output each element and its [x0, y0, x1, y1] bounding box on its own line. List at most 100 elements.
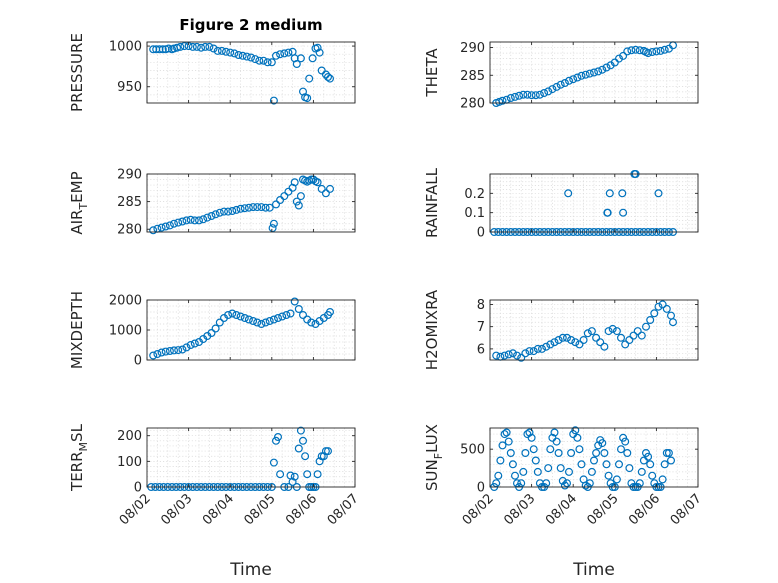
data-point — [240, 314, 249, 323]
data-point — [299, 311, 308, 320]
data-point — [294, 444, 303, 453]
data-point — [571, 426, 580, 435]
data-point — [247, 53, 256, 62]
x-axis-label-left: Time — [229, 560, 272, 580]
y-axis-label-part: TERR — [68, 451, 86, 492]
data-point — [174, 218, 183, 227]
data-point — [174, 346, 183, 355]
data-point — [326, 184, 335, 193]
data-point — [535, 90, 544, 99]
data-point — [548, 85, 557, 94]
data-point — [182, 343, 191, 352]
data-point — [594, 67, 603, 76]
data-point — [186, 341, 195, 350]
data-point — [660, 45, 669, 54]
data-point — [494, 471, 503, 480]
data-point — [521, 449, 530, 458]
data-point — [232, 205, 241, 214]
y-tick-label: 290 — [460, 41, 485, 56]
axes-box — [489, 173, 699, 233]
data-point — [315, 48, 324, 57]
data-point — [556, 80, 565, 89]
y-tick-label: 950 — [117, 80, 142, 95]
data-point — [552, 437, 561, 446]
y-tick-label: 7 — [477, 320, 485, 335]
data-point — [242, 52, 251, 61]
data-point — [616, 445, 625, 454]
data-point — [158, 45, 167, 54]
data-point — [269, 219, 278, 228]
data-point — [496, 456, 505, 465]
data-point — [587, 327, 596, 336]
data-point — [321, 189, 330, 198]
data-point — [564, 467, 573, 476]
data-point — [616, 333, 625, 342]
data-point — [255, 56, 264, 65]
data-point — [326, 74, 335, 83]
data-point — [556, 464, 565, 473]
data-point — [267, 58, 276, 67]
data-point — [512, 351, 521, 360]
data-point — [286, 309, 295, 318]
data-point — [261, 203, 270, 212]
data-point — [589, 456, 598, 465]
data-point — [619, 51, 628, 60]
data-point — [625, 336, 634, 345]
data-point — [504, 437, 513, 446]
data-point — [164, 44, 173, 53]
axes-box — [489, 299, 699, 361]
data-point — [602, 63, 611, 72]
data-point — [648, 471, 657, 480]
data-point — [261, 318, 270, 327]
data-point — [618, 189, 627, 198]
data-point — [315, 457, 324, 466]
data-point — [600, 342, 609, 351]
y-tick-label: 1000 — [109, 40, 142, 55]
data-point — [564, 189, 573, 198]
data-point — [299, 436, 308, 445]
subplot-row2-left: 280 285 290 AIRTEMP — [68, 168, 356, 238]
data-point — [224, 311, 233, 320]
data-point — [664, 449, 673, 458]
data-point — [533, 344, 542, 353]
y-axis-label: TERRMSL — [68, 423, 90, 492]
data-point — [619, 208, 628, 217]
data-point — [633, 327, 642, 336]
data-point — [641, 322, 650, 331]
series-markers — [149, 42, 335, 105]
data-point — [190, 216, 199, 225]
data-point — [502, 428, 511, 437]
data-point — [666, 456, 675, 465]
data-point — [525, 347, 534, 356]
data-point — [188, 42, 197, 51]
data-point — [515, 91, 524, 100]
data-point — [265, 203, 274, 212]
data-point — [519, 90, 528, 99]
data-point — [157, 348, 166, 357]
data-point — [282, 311, 291, 320]
data-point — [554, 336, 563, 345]
data-point — [244, 315, 253, 324]
axes-box — [489, 427, 699, 488]
axes-box — [146, 173, 356, 233]
data-point — [654, 302, 663, 311]
series-markers — [490, 426, 675, 492]
data-point — [644, 49, 653, 58]
data-point — [284, 48, 293, 57]
data-point — [583, 329, 592, 338]
data-point — [608, 324, 617, 333]
data-point — [654, 189, 663, 198]
y-axis-label-part: F — [432, 453, 445, 459]
data-point — [272, 200, 281, 209]
y-axis-label-part: M — [77, 442, 90, 452]
data-point — [656, 46, 665, 55]
data-point — [205, 42, 214, 51]
data-point — [612, 475, 621, 484]
data-point — [506, 93, 515, 102]
y-axis-label-part: EMP — [68, 171, 86, 202]
data-point — [581, 70, 590, 79]
data-point — [165, 347, 174, 356]
data-point — [508, 460, 517, 469]
data-point — [525, 428, 534, 437]
data-point — [492, 351, 501, 360]
